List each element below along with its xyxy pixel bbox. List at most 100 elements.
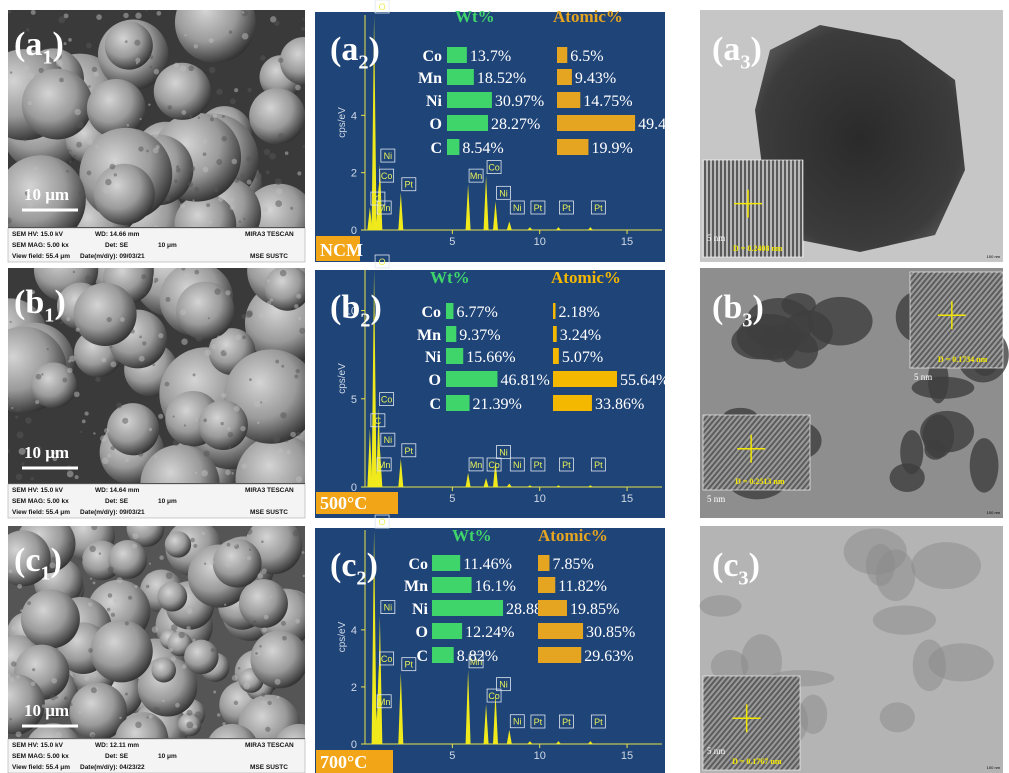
grain — [171, 624, 178, 631]
info-text: 10 μm — [158, 498, 177, 505]
grain — [194, 711, 202, 719]
grain — [124, 621, 129, 626]
grain — [110, 345, 113, 349]
grain — [290, 78, 294, 82]
peak-label: Mn — [470, 657, 483, 667]
grain — [132, 533, 139, 540]
grain — [91, 66, 98, 73]
value-label: 49.42% — [638, 116, 687, 133]
grain — [153, 68, 160, 75]
grain — [212, 113, 218, 119]
grain — [84, 676, 90, 681]
grain — [146, 716, 149, 719]
series-header: Atomic% — [553, 7, 623, 26]
peak — [506, 483, 512, 487]
element-label: Ni — [426, 93, 443, 110]
grain — [25, 28, 30, 32]
label-end: ) — [369, 31, 380, 68]
peak — [377, 615, 383, 744]
bar — [446, 395, 470, 411]
particle — [872, 605, 936, 635]
y-tick-label: 2 — [351, 682, 357, 694]
grain — [246, 556, 252, 561]
label-main: (a — [14, 26, 42, 63]
element-label: Co — [408, 556, 428, 573]
value-label: 15.66% — [466, 349, 515, 366]
grain — [231, 655, 238, 661]
grain — [53, 450, 57, 455]
grain — [9, 677, 15, 683]
grain — [201, 531, 206, 536]
grain — [68, 37, 72, 42]
grain — [227, 636, 232, 642]
grain — [73, 391, 80, 398]
grain — [41, 704, 46, 708]
peak — [483, 175, 489, 230]
particle — [73, 282, 137, 346]
grain — [275, 188, 283, 195]
grain — [11, 406, 14, 409]
grain — [270, 595, 273, 598]
grain — [21, 462, 25, 466]
grain — [122, 417, 129, 424]
grain — [134, 39, 141, 46]
grain — [224, 603, 227, 606]
peak-label-box — [468, 168, 484, 183]
value-label: 8.54% — [462, 140, 503, 157]
particle — [238, 694, 301, 738]
grain — [132, 543, 138, 549]
sample-box — [316, 236, 360, 261]
tem-image: D = 0.2408 nm 5 nm (a3) 100 nm — [700, 10, 1003, 262]
grain — [138, 146, 144, 152]
grain — [221, 392, 227, 398]
grain — [9, 717, 12, 721]
grain — [276, 695, 280, 699]
grain — [116, 577, 123, 584]
grain — [154, 280, 157, 284]
peak-label: Ni — [499, 680, 508, 690]
grain — [145, 584, 150, 589]
grain — [158, 332, 164, 339]
peak — [555, 227, 561, 230]
grain — [123, 12, 129, 19]
peak — [398, 458, 404, 487]
grain — [67, 707, 70, 710]
grain — [38, 67, 44, 74]
info-text: SEM HV: 15.0 kV — [12, 487, 64, 494]
grain — [202, 152, 207, 157]
label-main: (a — [712, 31, 740, 68]
d-spacing: D = 0.2513 nm — [735, 477, 785, 486]
grain — [27, 601, 32, 606]
grain — [275, 200, 283, 208]
peak-label: Pt — [594, 203, 603, 213]
bar — [553, 371, 617, 387]
grain — [256, 172, 263, 179]
grain — [110, 361, 117, 368]
info-text: SEM MAG: 5.00 kx — [12, 753, 69, 760]
info-text: WD: 14.66 mm — [95, 231, 140, 238]
grain — [172, 415, 175, 418]
peak-label: Pt — [562, 717, 571, 727]
bar — [538, 555, 550, 571]
grain — [164, 381, 170, 387]
grain — [139, 117, 142, 121]
grain — [186, 626, 191, 631]
grain — [151, 626, 159, 633]
grain — [208, 66, 216, 74]
peak — [527, 485, 533, 487]
grain — [98, 552, 102, 555]
grain — [243, 682, 251, 690]
grain — [241, 463, 247, 469]
particle — [264, 268, 305, 311]
info-text: Date(m/d/y): 09/03/21 — [80, 509, 145, 516]
grain — [274, 678, 281, 685]
particle — [176, 281, 235, 340]
particle — [799, 694, 828, 734]
grain — [15, 406, 21, 412]
particle — [115, 714, 169, 738]
grain — [106, 316, 112, 323]
grain — [104, 428, 110, 434]
peak-label: Ni — [384, 603, 393, 613]
grain — [87, 138, 94, 145]
grain — [95, 376, 101, 383]
